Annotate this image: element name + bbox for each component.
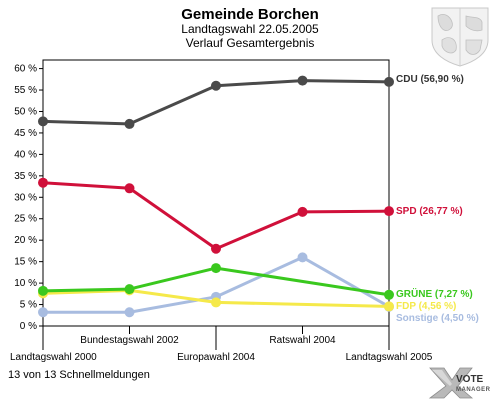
x-tick-label: Landtagswahl 2005 [346,352,433,363]
series-labels: CDU (56,90 %) SPD (26,77 %) GRÜNE (7,27 %)… [396,74,479,324]
y-tick-label: 15 % [14,257,37,268]
data-point [297,252,308,263]
data-point [297,206,308,217]
series-spd [38,177,394,254]
data-point [38,116,48,127]
y-tick-label: 0 % [20,321,37,332]
series-end-label: GRÜNE (7,27 %) [396,287,473,300]
data-point [384,301,394,312]
y-tick-label: 5 % [20,300,37,311]
data-point [211,80,221,91]
series-end-label: CDU (56,90 %) [396,74,464,85]
series-end-label: FDP (4,56 %) [396,301,456,312]
series-line [42,266,390,297]
series-grne [38,263,394,300]
chart-subtitle-2: Verlauf Gesamtergebnis [186,36,315,50]
data-point [38,177,48,188]
data-point [124,118,135,129]
y-tick-label: 10 % [14,278,37,289]
x-tick-label: Ratswahl 2004 [269,335,336,346]
y-tick-label: 55 % [14,85,37,96]
x-tick-label: Landtagswahl 2000 [10,352,97,363]
data-point [211,263,221,274]
y-tick-label: 40 % [14,149,37,160]
data-point [124,284,135,295]
y-tick-label: 45 % [14,128,37,139]
data-point [211,243,221,254]
y-tick-label: 25 % [14,214,37,225]
data-point [211,297,221,308]
series-group [38,75,394,318]
series-end-label: SPD (26,77 %) [396,206,463,217]
y-tick-label: 50 % [14,106,37,117]
y-tick-label: 20 % [14,235,37,246]
vote-manager-x-icon [428,367,474,399]
report-status-text: 13 von 13 Schnellmeldungen [8,369,150,381]
logo-text: VOTE [456,374,484,385]
chart-title: Gemeinde Borchen [181,6,319,23]
series-line [42,288,390,308]
series-cdu [38,75,394,129]
data-point [297,75,308,86]
chart-subtitle: Landtagswahl 22.05.2005 [181,22,319,36]
data-point [38,285,48,296]
y-tick-label: 30 % [14,192,37,203]
vote-manager-logo: VOTE MANAGER [428,367,491,399]
x-axis: Landtagswahl 2000 Bundestagswahl 2002 Euro… [10,326,433,363]
data-point [384,76,394,87]
series-end-label: Sonstige (4,50 %) [396,313,479,324]
data-point [384,206,394,217]
y-tick-label: 35 % [14,171,37,182]
data-point [38,307,48,318]
data-point [124,307,135,318]
coat-of-arms-icon [431,7,489,67]
y-axis: 0 % 5 % 10 % 15 % 20 % 25 % 30 % 35 % 40 % 45 % 50… [14,64,43,332]
data-point [384,289,394,300]
x-tick-label: Europawahl 2004 [177,352,255,363]
logo-subtext: MANAGER [456,387,491,393]
x-tick-label: Bundestagswahl 2002 [80,335,179,346]
data-point [124,183,135,194]
y-tick-label: 60 % [14,64,37,75]
